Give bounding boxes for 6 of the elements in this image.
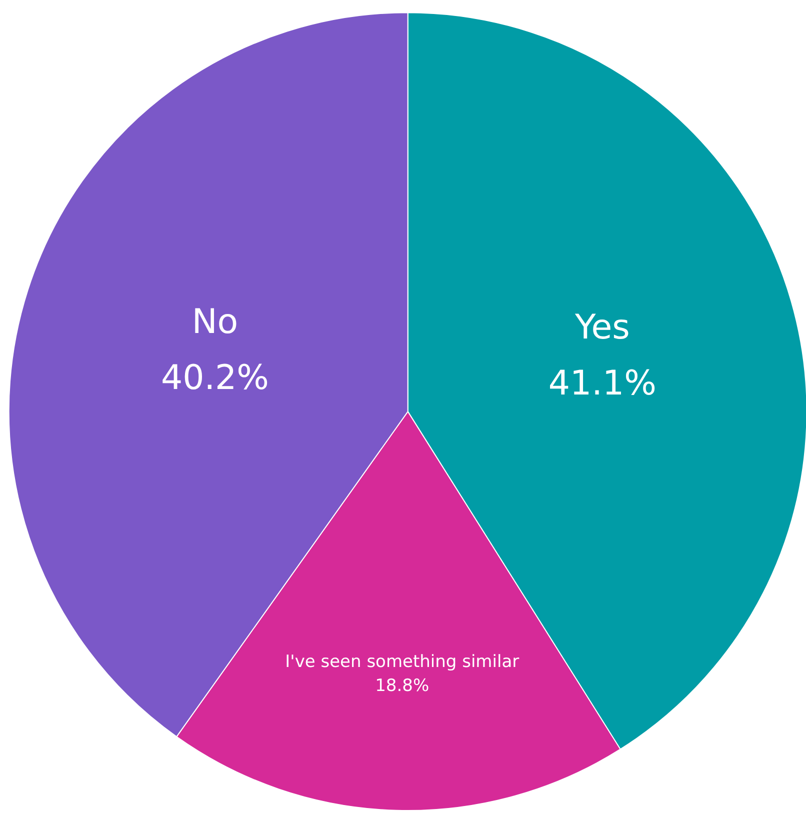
slice-label: No xyxy=(192,302,238,342)
slice-label: Yes xyxy=(574,307,630,348)
data-label: 18.8% xyxy=(375,676,430,696)
slice-label: I've seen something similar xyxy=(285,652,520,672)
data-label: 41.1% xyxy=(548,363,656,404)
data-label: 40.2% xyxy=(160,358,269,398)
